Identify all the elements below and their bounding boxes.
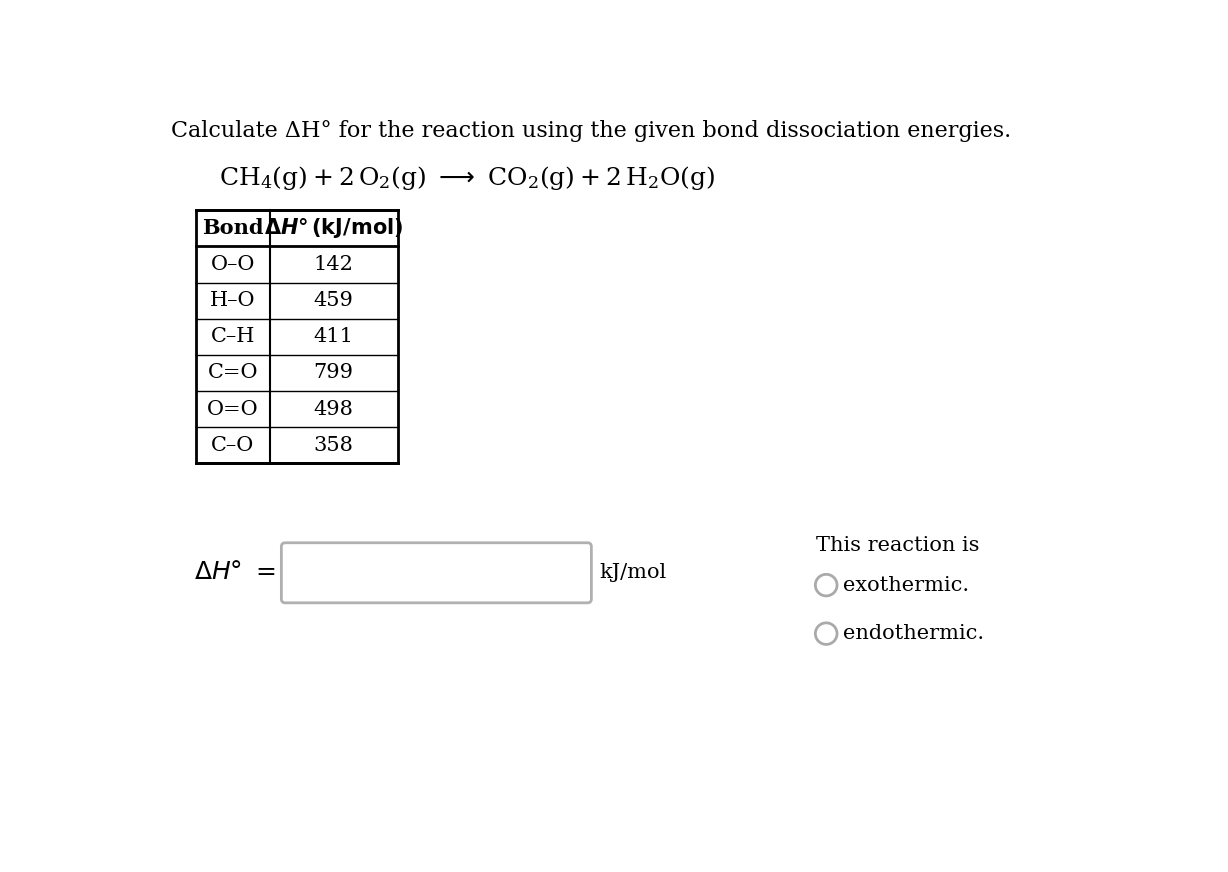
Bar: [196, 210, 398, 463]
Text: 799: 799: [313, 364, 354, 383]
Text: C=O: C=O: [208, 364, 258, 383]
Text: This reaction is: This reaction is: [817, 535, 980, 555]
Text: kJ/mol: kJ/mol: [599, 563, 667, 582]
Circle shape: [815, 575, 837, 596]
Text: 459: 459: [313, 291, 354, 310]
Text: 358: 358: [313, 436, 354, 455]
Text: $\mathbf{\Delta}\bfit{H}$$\mathbf{°\,(kJ/mol)}$: $\mathbf{\Delta}\bfit{H}$$\mathbf{°\,(kJ…: [264, 216, 403, 240]
Text: C–H: C–H: [211, 327, 255, 346]
Text: 498: 498: [313, 399, 354, 419]
Text: 142: 142: [313, 255, 354, 274]
Text: exothermic.: exothermic.: [844, 576, 969, 595]
Text: endothermic.: endothermic.: [844, 624, 985, 644]
Text: O=O: O=O: [208, 399, 259, 419]
Text: H–O: H–O: [210, 291, 255, 310]
Text: C–O: C–O: [211, 436, 254, 455]
Circle shape: [815, 623, 837, 644]
FancyBboxPatch shape: [281, 542, 592, 603]
Text: 411: 411: [313, 327, 354, 346]
Text: Calculate ΔH° for the reaction using the given bond dissociation energies.: Calculate ΔH° for the reaction using the…: [171, 120, 1011, 142]
Text: $\Delta \mathit{H}°\ =$: $\Delta \mathit{H}°\ =$: [194, 562, 276, 584]
Text: Bond: Bond: [203, 218, 264, 238]
Text: $\mathregular{CH_4(g) + 2\,O_2(g)}$ $\longrightarrow$ $\mathregular{CO_2(g) + 2\: $\mathregular{CH_4(g) + 2\,O_2(g)}$ $\lo…: [220, 164, 716, 192]
Text: O–O: O–O: [211, 255, 255, 274]
